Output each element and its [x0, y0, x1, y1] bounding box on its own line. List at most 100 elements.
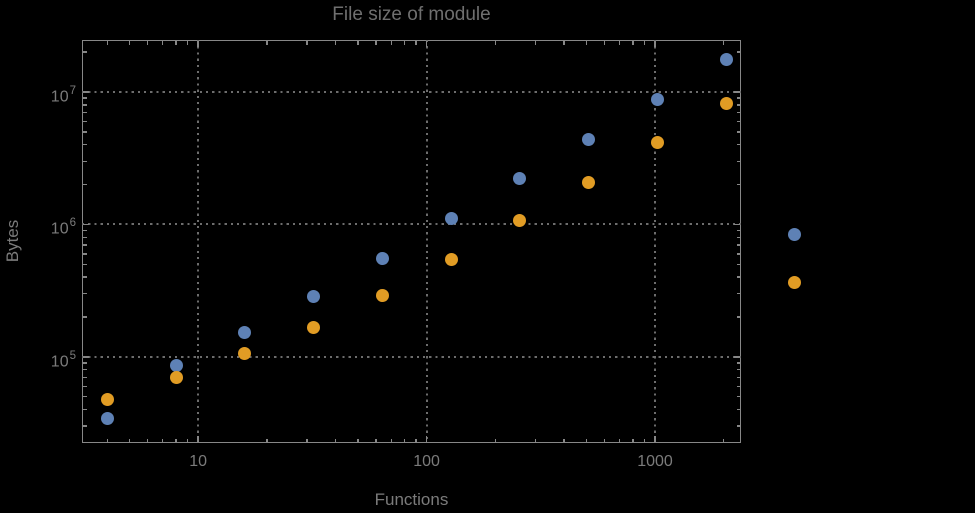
x-tick [375, 438, 377, 442]
x-tick-top [197, 41, 199, 47]
x-tick [146, 438, 149, 442]
y-tick [83, 97, 87, 99]
data-point-series-2-orange [788, 275, 802, 289]
y-tick-right [736, 111, 740, 114]
x-tick-top [162, 41, 164, 45]
y-tick [83, 229, 87, 232]
x-tick-top [632, 41, 634, 45]
y-tick [83, 385, 87, 387]
data-point-series-1-blue [513, 172, 527, 186]
y-tick-right [736, 396, 740, 398]
y-tick-right [734, 91, 740, 93]
x-gridline [653, 40, 656, 443]
y-tick-label: 107 [50, 85, 76, 106]
y-tick [83, 316, 87, 318]
x-tick [618, 438, 621, 442]
data-point-series-1-blue [444, 211, 458, 225]
x-tick-top [415, 41, 417, 45]
data-point-series-1-blue [582, 133, 596, 147]
data-point-series-2-orange [375, 289, 389, 303]
x-tick [197, 436, 199, 442]
data-point-series-2-orange [238, 346, 252, 360]
y-tick [83, 91, 89, 93]
data-point-series-1-blue [238, 326, 252, 340]
data-point-series-2-orange [444, 253, 458, 267]
x-tick [162, 438, 164, 442]
x-tick [654, 436, 656, 442]
x-tick [534, 438, 537, 442]
x-axis-label: Functions [374, 490, 449, 509]
x-tick-top [266, 41, 268, 45]
data-point-series-1-blue [650, 93, 664, 107]
y-tick-right [736, 97, 740, 99]
y-tick-right [736, 229, 740, 232]
y-tick-right [736, 104, 740, 106]
data-point-series-2-orange [169, 371, 183, 385]
data-point-series-1-blue [307, 290, 321, 304]
y-tick [83, 120, 87, 123]
y-gridline [82, 223, 741, 226]
x-tick-top [187, 41, 189, 45]
y-tick-right [736, 253, 740, 255]
x-tick-top [334, 41, 337, 45]
y-tick [83, 104, 87, 106]
x-tick [425, 436, 428, 442]
y-tick [83, 244, 87, 246]
y-tick [83, 425, 87, 427]
y-tick [83, 183, 87, 186]
y-tick [83, 51, 87, 53]
y-tick-right [736, 160, 740, 162]
y-tick [83, 236, 87, 238]
data-point-series-1-blue [100, 412, 114, 426]
x-tick-top [128, 41, 131, 45]
y-tick-right [736, 293, 740, 295]
data-point-series-1-blue [788, 228, 802, 241]
x-tick-top [357, 41, 359, 45]
y-tick-right [734, 223, 740, 226]
y-tick [83, 362, 87, 364]
y-tick [83, 131, 87, 133]
x-tick-top [390, 41, 392, 45]
x-tick-label: 1000 [637, 453, 673, 470]
plot-frame [82, 40, 741, 443]
x-tick-top [146, 41, 149, 45]
y-tick-right [736, 362, 740, 364]
x-tick [175, 438, 177, 442]
y-tick-label: 105 [50, 349, 76, 371]
data-point-series-1-blue [169, 359, 183, 373]
x-tick-top [643, 41, 646, 45]
data-point-series-2-orange [582, 176, 596, 190]
y-tick [83, 376, 87, 379]
data-point-series-2-orange [513, 214, 527, 228]
x-tick [187, 438, 189, 442]
x-tick-top [306, 41, 308, 45]
x-tick-top [175, 41, 177, 45]
x-tick [632, 438, 634, 442]
x-tick [128, 438, 131, 442]
x-tick-label: 100 [413, 453, 440, 470]
y-tick-right [736, 408, 740, 411]
y-tick-right [736, 131, 740, 133]
y-tick-right [736, 51, 740, 53]
y-tick [83, 111, 87, 114]
y-tick-right [736, 244, 740, 246]
x-tick-top [603, 41, 605, 45]
y-tick-right [736, 425, 740, 427]
data-point-series-1-blue [375, 251, 389, 265]
x-tick [334, 438, 337, 442]
y-tick [83, 293, 87, 295]
x-gridline [197, 40, 200, 443]
y-tick [83, 408, 87, 411]
x-tick [585, 438, 587, 442]
x-tick-top [375, 41, 377, 45]
y-tick-right [736, 144, 740, 146]
x-tick [603, 438, 605, 442]
y-tick-right [736, 276, 740, 278]
x-tick-label: 10 [189, 453, 208, 470]
y-tick [83, 276, 87, 278]
x-tick-top [106, 41, 108, 45]
y-gridline [82, 355, 741, 358]
x-tick-top [723, 41, 725, 45]
